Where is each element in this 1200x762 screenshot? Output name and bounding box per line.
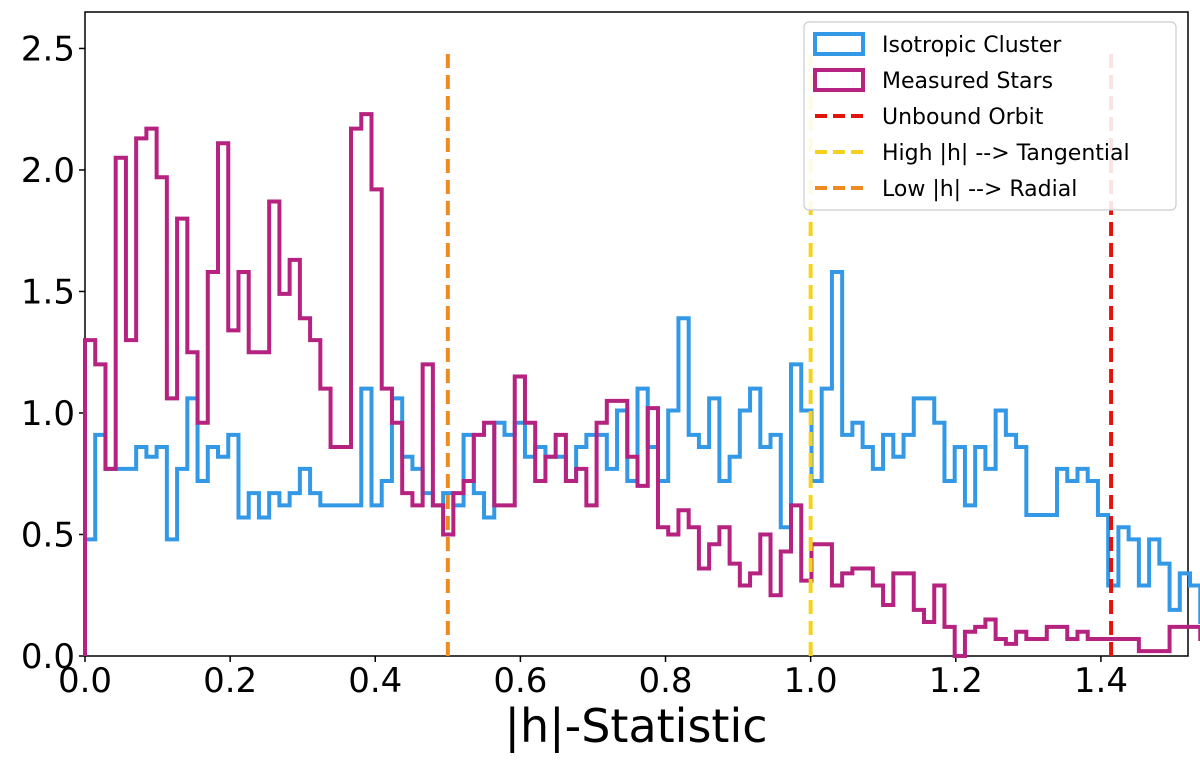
y-tick-label: 0.5 [21,515,75,555]
legend-label-0: Isotropic Cluster [882,33,1062,58]
y-tick-label: 1.0 [21,394,75,434]
legend-label-2: Unbound Orbit [882,105,1044,130]
legend-swatch-0 [813,32,865,56]
legend: Isotropic Cluster Measured Stars Unbound O… [803,21,1177,211]
plot-frame [84,11,1189,657]
y-tick-label: 2.0 [21,151,75,191]
legend-box [803,21,1177,211]
legend-swatch-1 [813,68,865,92]
x-tick-label: 1.0 [784,661,838,701]
legend-label-4: Low |h| --> Radial [882,177,1077,202]
x-tick-label: 0.2 [203,661,257,701]
x-tick-label: 0.8 [638,661,692,701]
x-tick-label: 1.2 [929,661,983,701]
axis-ticks: 0.0 0.2 0.4 0.6 0.8 1.0 1.2 1.4 0.0 0.5 1.0 1.5 2.0 2… [21,29,1128,701]
x-tick-label: 0.4 [348,661,402,701]
y-tick-label: 2.5 [21,29,75,69]
legend-label-1: Measured Stars [882,69,1053,94]
legend-label-3: High |h| --> Tangential [882,141,1130,166]
legend-items: Isotropic Cluster Measured Stars Unbound O… [813,32,1130,202]
x-tick-label: 1.4 [1074,661,1128,701]
series-0-step-line [83,270,1200,656]
series-layer [83,112,1200,658]
x-tick-label: 0.0 [58,661,112,701]
y-tick-label: 0.0 [21,637,75,677]
series-1-step-line [83,112,1200,658]
y-tick-label: 1.5 [21,272,75,312]
x-axis-title: |h|-Statistic [504,699,767,754]
x-tick-label: 0.6 [493,661,547,701]
